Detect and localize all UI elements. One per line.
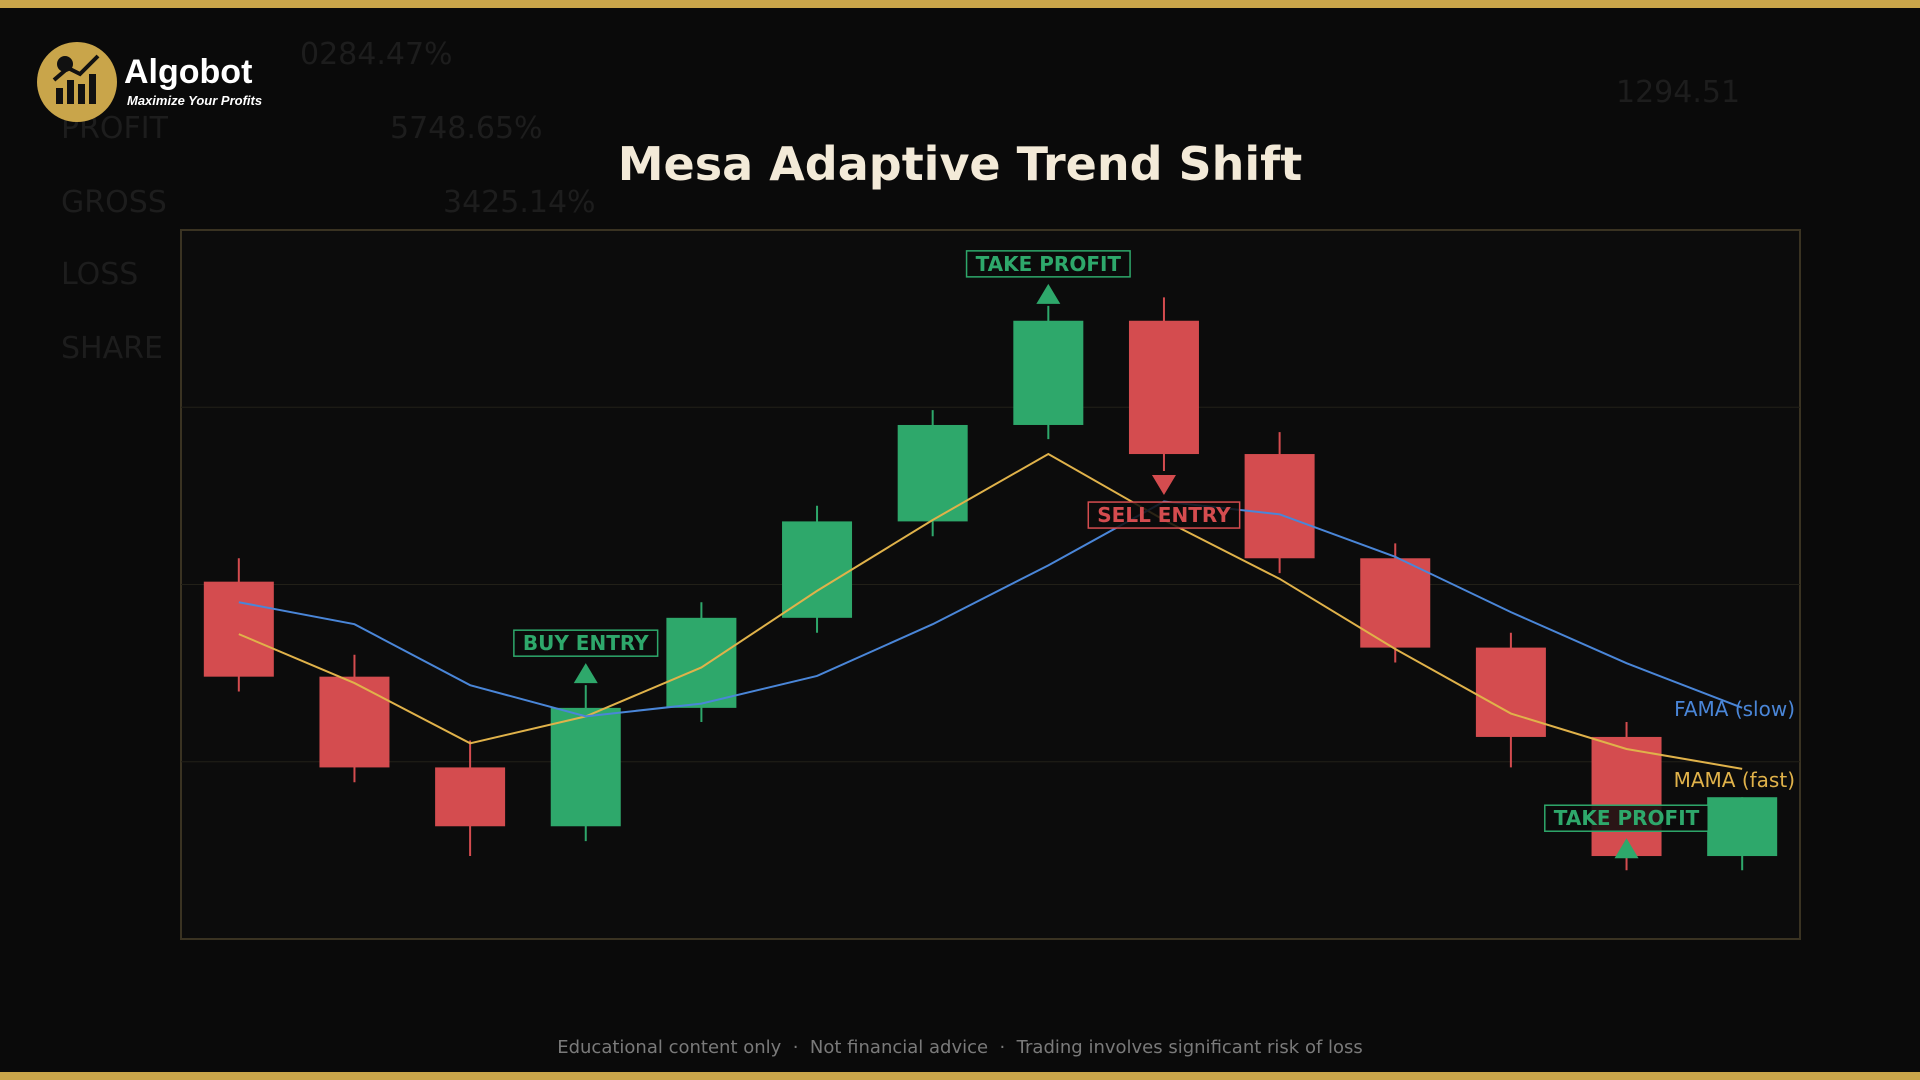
footer: Educational content only · Not financial…: [557, 1037, 1363, 1058]
candle-body: [1013, 320, 1084, 425]
chart: MAMA (fast) FAMA (slow) BUY ENTRY TAKE PROF…: [181, 250, 1800, 871]
signal-arrow: [1036, 283, 1061, 304]
signal-label-box: [513, 629, 659, 657]
logo-icon: [67, 80, 74, 104]
indicator-line: [238, 452, 1743, 770]
brand-name: Algobot: [124, 53, 252, 91]
candle-body: [550, 707, 621, 827]
logo-icon: [52, 54, 100, 82]
background-text: GROSS: [61, 185, 167, 220]
brand-tagline: Maximize Your Profits: [127, 93, 262, 108]
candle-body: [782, 521, 853, 618]
candle-body: [897, 424, 968, 522]
indicator-line: [238, 500, 1743, 718]
signal-label: BUY ENTRY: [523, 631, 649, 655]
top-border: [0, 0, 1920, 8]
logo-icon: [57, 56, 73, 72]
chart-title: Mesa Adaptive Trend Shift: [618, 137, 1302, 191]
candle-body: [666, 617, 737, 708]
logo-icon: [56, 88, 63, 104]
candle-body: [435, 767, 506, 827]
background-text: 0284.47%: [300, 37, 453, 72]
candle-body: [203, 581, 274, 677]
legend-label: FAMA (slow): [1674, 697, 1795, 721]
signal-label-box: [1544, 804, 1710, 832]
candle-body: [1707, 797, 1778, 857]
signal-label-box: [965, 250, 1131, 278]
background-text: SHARE: [61, 331, 163, 366]
logo-icon: [89, 74, 96, 104]
signal-arrow: [1151, 475, 1176, 496]
legend-label: MAMA (fast): [1674, 768, 1795, 792]
signal-label: TAKE PROFIT: [976, 252, 1122, 276]
candle-body: [1244, 454, 1315, 559]
background-text: LOSS: [61, 257, 138, 292]
logo: Algobot Maximize Your Profits: [37, 42, 262, 122]
logo-badge: [37, 42, 117, 122]
background-text: 5748.65%: [390, 111, 543, 146]
background-text: 1294.51: [1616, 75, 1740, 110]
signal-label: SELL ENTRY: [1097, 503, 1231, 527]
candle-body: [1591, 736, 1662, 857]
bottom-border: [0, 1072, 1920, 1080]
background-text: 3425.14%: [443, 185, 596, 220]
candle-body: [1128, 320, 1199, 455]
candle-body: [1475, 647, 1546, 737]
signal-label: TAKE PROFIT: [1554, 806, 1700, 830]
signal-label-box: [1087, 501, 1241, 529]
signal-arrow: [573, 663, 598, 684]
logo-icon: [78, 84, 85, 104]
candle-body: [319, 676, 390, 768]
candle-body: [1360, 558, 1431, 648]
signal-arrow: [1614, 838, 1639, 859]
background-decor: 0284.47%PROFIT 5748.65%GROSS 3425.14%LOSSS…: [61, 37, 1740, 366]
